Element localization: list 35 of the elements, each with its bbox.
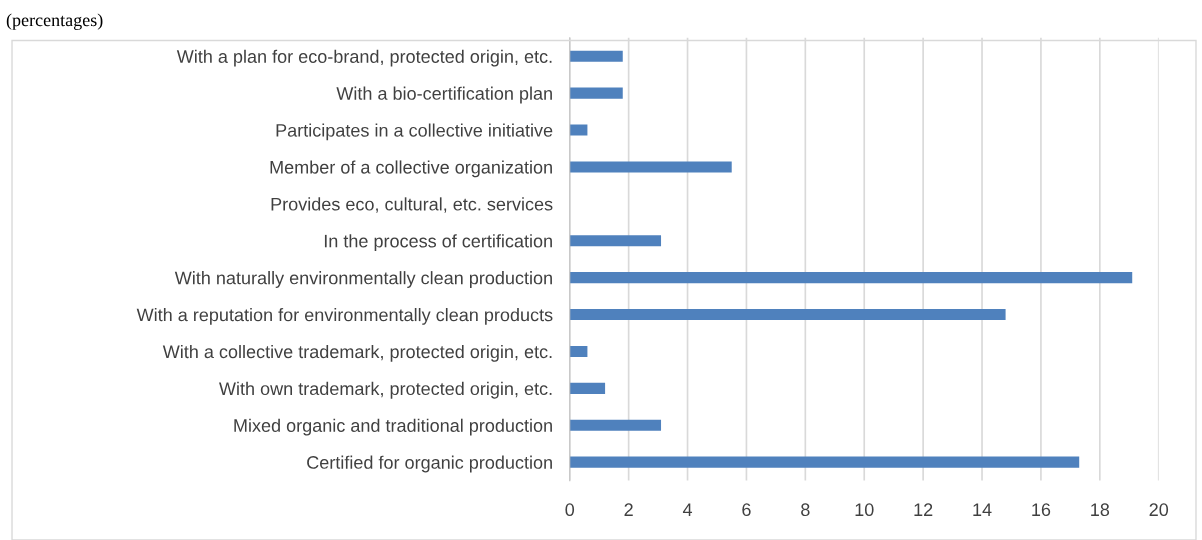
y-tick-label: Certified for organic production — [307, 455, 552, 473]
text: (percentages) — [6, 13, 103, 30]
y-tick-label: In the process of certification — [324, 234, 552, 252]
bar — [569, 87, 623, 99]
y-tick-label: Provides eco, cultural, etc. services — [271, 197, 553, 213]
x-tick-label: 4 — [682, 503, 693, 516]
bar — [569, 382, 606, 394]
bar — [569, 161, 732, 173]
x-tick-label: 8 — [801, 503, 810, 517]
y-tick-label: With own trademark, protected origin, etc. — [219, 381, 552, 399]
bar — [569, 419, 662, 431]
bar — [569, 50, 623, 62]
y-tick-label: With naturally environmentally clean production — [174, 271, 552, 288]
x-tick-label: 10 — [855, 503, 874, 517]
y-tick-label: With a collective trademark, protected origin, etc. — [162, 344, 552, 362]
bar — [569, 272, 1133, 284]
y-tick-label: Participates in a collective initiative — [276, 123, 553, 141]
x-tick-label: 16 — [1032, 503, 1051, 517]
x-tick-label: 0 — [565, 503, 575, 517]
bar — [569, 456, 1080, 468]
y-tick-label: With a bio-certification plan — [336, 86, 552, 104]
x-tick-label: 14 — [973, 503, 992, 516]
x-tick-label: 2 — [624, 503, 633, 516]
bar — [569, 235, 662, 247]
x-tick-label: 18 — [1091, 503, 1110, 517]
x-tick-label: 20 — [1149, 503, 1169, 517]
bar — [569, 309, 1006, 321]
x-tick-label: 12 — [914, 503, 933, 516]
y-tick-label: With a plan for eco-brand, protected origin, etc. — [176, 49, 552, 67]
y-tick-label: Member of a collective organization — [270, 160, 552, 178]
bar — [569, 124, 588, 136]
bar — [569, 345, 588, 357]
x-tick-label: 6 — [742, 503, 751, 517]
y-tick-label: With a reputation for environmentally clean products — [136, 308, 553, 325]
y-tick-label: Mixed organic and traditional production — [234, 418, 552, 436]
